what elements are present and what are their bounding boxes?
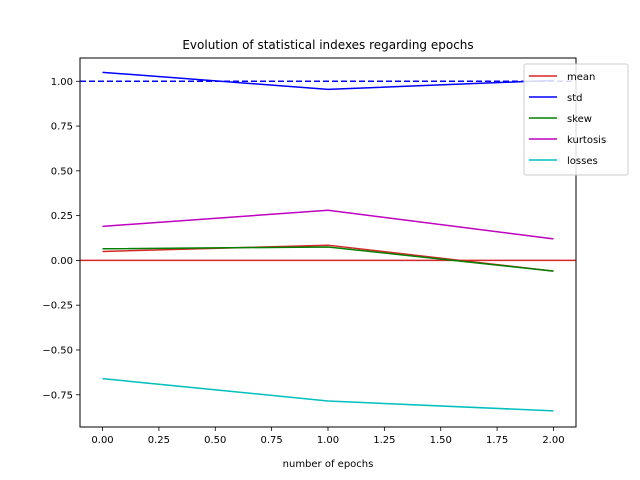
series-line-std [102,71,554,91]
plot-area [80,71,576,412]
legend-label-skew: skew [567,114,592,125]
x-tick-label: 1.50 [430,435,452,446]
y-tick-label: 1.00 [51,77,73,88]
y-tick-label: 0.25 [51,211,73,222]
legend-label-std: std [567,93,582,104]
plot-frame [79,57,577,428]
series-line-mean [102,244,554,272]
y-tick-label: −0.75 [42,390,73,401]
legend-box [523,63,629,176]
legend-label-mean: mean [567,72,595,83]
x-tick-label: 1.75 [486,435,508,446]
x-tick-label: 1.25 [373,435,395,446]
y-tick-label: −0.50 [42,345,73,356]
series-line-kurtosis [102,209,554,240]
legend: mean std skew kurtosis losses [523,63,629,176]
y-tick-label: 0.75 [51,122,73,133]
series-line-skew [102,246,554,272]
x-tick-label: 2.00 [542,435,564,446]
y-tick-label: 0.50 [51,166,73,177]
legend-label-kurtosis: kurtosis [567,135,606,146]
x-tick-label: 0.00 [91,435,113,446]
y-tick-label: 0.00 [51,256,73,267]
legend-label-losses: losses [567,156,598,167]
y-axis: −0.75 −0.50 −0.25 0.00 0.25 0.50 0.75 1.00 [42,77,80,401]
x-tick-label: 0.75 [261,435,283,446]
x-tick-label: 1.00 [317,435,339,446]
chart-title: Evolution of statistical indexes regardi… [182,38,473,52]
y-tick-label: −0.25 [42,301,73,312]
series-line-losses [102,377,554,412]
x-tick-label: 0.50 [204,435,226,446]
x-tick-label: 0.25 [148,435,170,446]
x-axis: 0.00 0.25 0.50 0.75 1.00 1.25 1.50 1.75 2.00 [91,427,565,446]
x-axis-label: number of epochs [283,459,374,470]
